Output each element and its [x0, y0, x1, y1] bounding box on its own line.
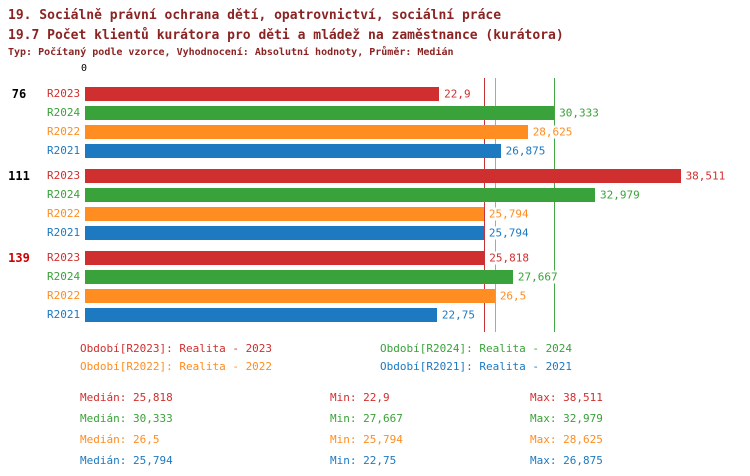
bar-row: R2024 32,979 — [0, 185, 750, 204]
bar-track: 25,794 — [85, 206, 750, 221]
bar-row: 76 R2023 22,9 — [0, 84, 750, 103]
group-label: 76 — [11, 86, 27, 101]
bar-r2023 — [85, 250, 485, 265]
bar-row: R2022 28,625 — [0, 122, 750, 141]
bar-row: R2022 25,794 — [0, 204, 750, 223]
report-title-line-1: 19. Sociálně právní ochrana dětí, opatro… — [8, 8, 502, 23]
group-label: 111 — [8, 168, 30, 183]
bar-r2023 — [85, 86, 440, 101]
bar-track: 22,9 — [85, 86, 750, 101]
bar-track: 30,333 — [85, 105, 750, 120]
stat-max-r2022: Max: 28,625 — [530, 433, 603, 446]
bar-row: R2024 30,333 — [0, 103, 750, 122]
bar-r2024 — [85, 269, 513, 284]
stat-median-r2021: Medián: 25,794 — [80, 454, 173, 467]
bar-r2024 — [85, 187, 596, 202]
bar-row: R2021 22,75 — [0, 305, 750, 324]
bar-value-label: 22,9 — [443, 87, 472, 100]
report-subtitle: Typ: Počítaný podle vzorce, Vyhodnocení:… — [8, 47, 454, 58]
median-line-r2022 — [494, 78, 496, 332]
stat-median-r2023: Medián: 25,818 — [80, 391, 173, 404]
bar-row: R2021 25,794 — [0, 223, 750, 242]
bar-value-label: 25,794 — [487, 207, 530, 220]
series-label-r2022: R2022 — [47, 289, 81, 302]
bar-track: 27,667 — [85, 269, 750, 284]
bar-r2021 — [85, 307, 437, 322]
legend-item-r2022: Období[R2022]: Realita - 2022 — [80, 360, 273, 373]
median-line-r2024 — [554, 78, 556, 332]
legend-item-r2021: Období[R2021]: Realita - 2021 — [380, 360, 573, 373]
stat-median-r2024: Medián: 30,333 — [80, 412, 173, 425]
legend: Období[R2023]: Realita - 2023 Období[R202… — [80, 342, 750, 373]
stat-min-r2021: Min: 22,75 — [330, 454, 397, 467]
bar-track: 22,75 — [85, 307, 750, 322]
bar-track: 32,979 — [85, 187, 750, 202]
stat-max-r2021: Max: 26,875 — [530, 454, 603, 467]
bar-r2022 — [85, 206, 484, 221]
stat-median-r2022: Medián: 26,5 — [80, 433, 160, 446]
stat-min-r2024: Min: 27,667 — [330, 412, 403, 425]
bar-row: R2022 26,5 — [0, 286, 750, 305]
bar-r2022 — [85, 288, 495, 303]
bar-chart: 0 76 R2023 22,9 R2024 30,333 R2022 28,625 R2021… — [0, 62, 750, 332]
bar-value-label: 25,818 — [488, 251, 531, 264]
series-label-r2022: R2022 — [47, 125, 81, 138]
plot-area: 76 R2023 22,9 R2024 30,333 R2022 28,625 R2021 26… — [0, 78, 750, 332]
bar-track: 25,794 — [85, 225, 750, 240]
series-label-r2023: R2023 — [47, 251, 81, 264]
stat-max-r2023: Max: 38,511 — [530, 391, 603, 404]
bar-row: R2024 27,667 — [0, 267, 750, 286]
series-label-r2024: R2024 — [47, 106, 81, 119]
bar-track: 26,875 — [85, 143, 750, 158]
bar-track: 38,511 — [85, 168, 750, 183]
bar-r2023 — [85, 168, 681, 183]
bar-r2021 — [85, 143, 501, 158]
stat-max-r2024: Max: 32,979 — [530, 412, 603, 425]
series-label-r2021: R2021 — [47, 226, 81, 239]
bar-r2022 — [85, 124, 528, 139]
bar-row: R2021 26,875 — [0, 141, 750, 160]
series-label-r2024: R2024 — [47, 188, 81, 201]
bar-row: 111 R2023 38,511 — [0, 166, 750, 185]
report-title-line-2: 19.7 Počet klientů kurátora pro děti a m… — [8, 28, 564, 43]
series-label-r2021: R2021 — [47, 308, 81, 321]
bar-track: 26,5 — [85, 288, 750, 303]
bar-value-label: 30,333 — [558, 106, 600, 119]
series-label-r2023: R2023 — [47, 87, 81, 100]
x-axis-zero-label: 0 — [81, 63, 88, 74]
stat-min-r2022: Min: 25,794 — [330, 433, 403, 446]
group-label: 139 — [8, 250, 30, 265]
bar-value-label: 22,75 — [440, 308, 476, 321]
bar-value-label: 27,667 — [516, 270, 559, 283]
legend-item-r2023: Období[R2023]: Realita - 2023 — [80, 342, 273, 355]
bar-value-label: 26,5 — [498, 289, 528, 302]
bar-r2024 — [85, 105, 555, 120]
report-header: 19. Sociálně právní ochrana dětí, opatro… — [0, 0, 750, 58]
series-label-r2022: R2022 — [47, 207, 81, 220]
bar-value-label: 38,511 — [684, 169, 727, 182]
series-label-r2024: R2024 — [47, 270, 81, 283]
bar-r2021 — [85, 225, 484, 240]
bar-value-label: 32,979 — [599, 188, 641, 201]
stat-min-r2023: Min: 22,9 — [330, 391, 390, 404]
median-line-r2023 — [484, 78, 486, 332]
bar-value-label: 28,625 — [531, 125, 574, 138]
stats-table: Medián: 25,818 Min: 22,9 Max: 38,511 Medián… — [80, 391, 750, 467]
bar-track: 25,818 — [85, 250, 750, 265]
series-label-r2021: R2021 — [47, 144, 81, 157]
bar-value-label: 25,794 — [487, 226, 530, 239]
bar-value-label: 26,875 — [504, 144, 547, 157]
bar-row: 139 R2023 25,818 — [0, 248, 750, 267]
legend-item-r2024: Období[R2024]: Realita - 2024 — [380, 342, 573, 355]
bar-track: 28,625 — [85, 124, 750, 139]
series-label-r2023: R2023 — [47, 169, 81, 182]
